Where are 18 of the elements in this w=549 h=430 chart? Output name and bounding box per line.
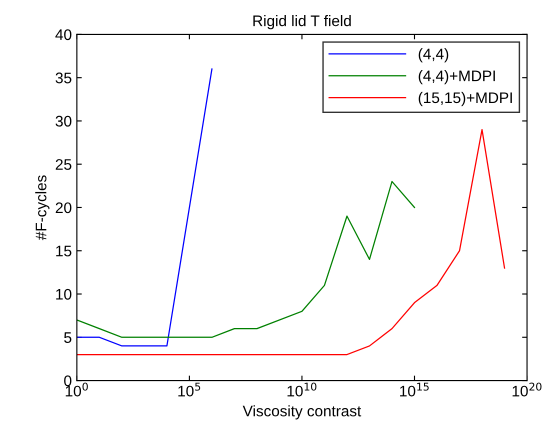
x-axis-title: Viscosity contrast	[242, 405, 362, 420]
y-tick-label: 35	[56, 72, 72, 84]
y-tick-label: 20	[56, 202, 72, 214]
x-tick-label: 10$^{10}$	[288, 382, 316, 397]
y-tick-label: 15	[56, 246, 72, 256]
legend-label: (4,4)+MDPI	[418, 70, 495, 84]
y-tick-label: 40	[55, 29, 72, 40]
chart-title: Rigid lid T field	[253, 14, 351, 30]
x-tick-label: 10$^{15}$	[400, 382, 429, 397]
y-axis-title: #F-cycles	[35, 175, 50, 240]
y-tick-label: 25	[56, 159, 72, 170]
x-tick-label: 10$^{20}$	[512, 382, 542, 397]
legend-label: (4,4)	[418, 48, 448, 62]
y-tick-label: 10	[56, 288, 72, 300]
y-tick-label: 30	[56, 116, 72, 127]
legend-label: (15,15)+MDPI	[418, 92, 512, 106]
x-tick-label: 10$^{5}$	[178, 382, 200, 397]
y-tick-label: 5	[64, 332, 72, 343]
